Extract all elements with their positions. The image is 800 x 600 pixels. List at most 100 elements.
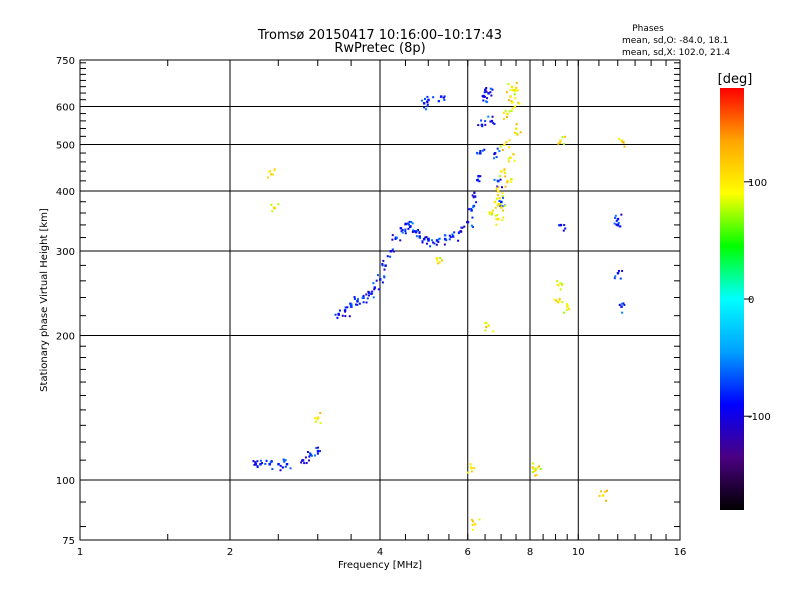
data-point bbox=[480, 123, 484, 127]
data-point bbox=[534, 468, 537, 472]
data-point bbox=[620, 305, 623, 308]
data-point bbox=[492, 122, 495, 125]
data-point bbox=[509, 88, 512, 91]
data-point bbox=[606, 489, 609, 492]
data-point bbox=[409, 225, 412, 228]
data-point bbox=[490, 212, 494, 215]
data-point bbox=[426, 103, 429, 106]
data-point bbox=[316, 449, 320, 453]
data-point bbox=[515, 82, 518, 85]
data-point bbox=[496, 185, 499, 188]
data-point bbox=[532, 471, 535, 474]
data-point bbox=[504, 175, 507, 178]
data-point bbox=[496, 179, 499, 182]
data-point bbox=[503, 143, 506, 147]
data-point bbox=[561, 136, 564, 139]
data-point bbox=[389, 255, 392, 258]
data-point bbox=[366, 297, 369, 300]
data-point bbox=[426, 95, 429, 98]
data-point bbox=[422, 237, 426, 241]
data-point bbox=[482, 99, 485, 102]
data-point bbox=[463, 225, 466, 228]
phase-stats-title: Phases bbox=[632, 24, 664, 34]
data-point bbox=[496, 147, 499, 150]
data-point bbox=[508, 139, 511, 142]
data-point bbox=[451, 235, 455, 238]
data-points bbox=[252, 82, 626, 531]
data-point bbox=[399, 227, 403, 230]
data-point bbox=[413, 230, 417, 233]
data-point bbox=[467, 208, 470, 211]
data-point bbox=[432, 241, 435, 244]
data-point bbox=[411, 222, 414, 225]
data-point bbox=[407, 227, 410, 230]
data-point bbox=[435, 239, 439, 242]
y-tick-label: 400 bbox=[56, 187, 75, 198]
y-tick-label: 100 bbox=[56, 476, 75, 487]
data-point bbox=[512, 153, 515, 156]
data-point bbox=[392, 250, 395, 253]
data-point bbox=[470, 518, 473, 521]
data-point bbox=[506, 112, 509, 116]
data-point bbox=[377, 274, 380, 277]
data-point bbox=[489, 87, 492, 90]
data-point bbox=[284, 465, 287, 468]
data-point bbox=[506, 116, 509, 119]
data-point bbox=[415, 235, 418, 238]
data-point bbox=[509, 156, 512, 159]
data-point bbox=[559, 282, 562, 285]
data-point bbox=[289, 467, 292, 470]
data-point bbox=[507, 83, 510, 86]
data-point bbox=[417, 229, 420, 232]
y-axis-label: Stationary phase Virtual Height [km] bbox=[39, 208, 50, 392]
data-point bbox=[536, 466, 539, 469]
data-point bbox=[300, 461, 303, 464]
data-point bbox=[565, 308, 568, 311]
data-point bbox=[562, 229, 565, 232]
data-point bbox=[503, 168, 506, 171]
data-point bbox=[460, 230, 463, 233]
data-point bbox=[496, 203, 499, 206]
y-tick-label: 500 bbox=[56, 141, 75, 152]
data-point bbox=[486, 97, 489, 100]
data-point bbox=[504, 204, 507, 207]
data-point bbox=[309, 452, 312, 455]
data-point bbox=[622, 302, 625, 305]
y-tick-label: 75 bbox=[62, 536, 75, 547]
data-point bbox=[356, 300, 359, 303]
data-point bbox=[448, 238, 451, 241]
data-point bbox=[534, 474, 537, 477]
data-point bbox=[316, 418, 319, 421]
data-point bbox=[440, 259, 443, 262]
data-point bbox=[284, 459, 287, 462]
data-point bbox=[375, 279, 378, 282]
data-point bbox=[319, 450, 322, 453]
data-point bbox=[616, 217, 620, 221]
x-tick-label: 16 bbox=[674, 547, 687, 558]
data-point bbox=[506, 181, 509, 184]
data-point bbox=[466, 471, 469, 474]
data-point bbox=[498, 197, 501, 200]
data-point bbox=[512, 88, 515, 92]
colorbar-ticks: -100 0 100 bbox=[744, 178, 771, 423]
data-point bbox=[504, 185, 507, 188]
x-tick-label: 1 bbox=[77, 547, 83, 558]
data-point bbox=[508, 110, 511, 113]
data-point bbox=[496, 197, 499, 200]
data-point bbox=[507, 160, 510, 163]
data-point bbox=[513, 105, 517, 109]
data-point bbox=[493, 153, 496, 156]
x-tick-label: 6 bbox=[465, 547, 471, 558]
data-point bbox=[271, 210, 274, 213]
data-point bbox=[457, 232, 460, 235]
data-point bbox=[485, 90, 488, 93]
data-point bbox=[484, 329, 487, 332]
data-point bbox=[494, 206, 497, 209]
data-point bbox=[271, 468, 274, 471]
data-point bbox=[620, 302, 623, 305]
data-point bbox=[273, 169, 276, 172]
data-point bbox=[561, 284, 564, 287]
data-point bbox=[319, 412, 322, 415]
data-point bbox=[500, 186, 503, 189]
data-point bbox=[425, 236, 428, 239]
